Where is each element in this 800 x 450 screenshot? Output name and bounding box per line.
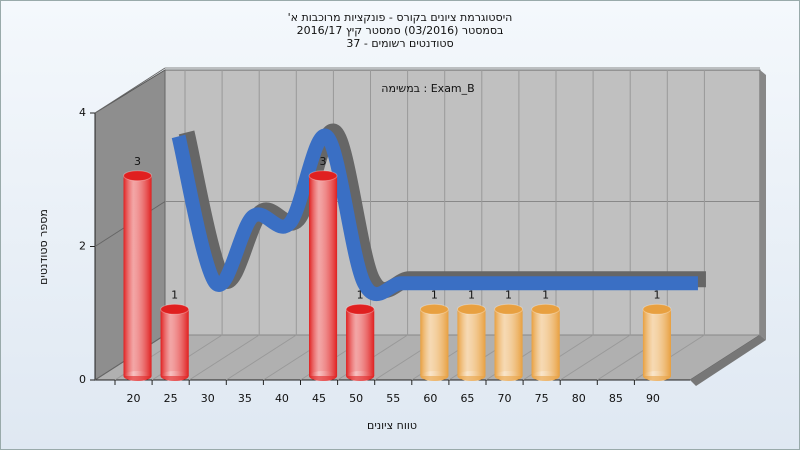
- title-line: היסטוגרמת ציונים בקורס - פונקציות מרוכבו…: [288, 11, 513, 24]
- wall-edge: [760, 70, 766, 340]
- bar: [494, 303, 524, 381]
- annotation: במשימה : Exam_B: [381, 82, 474, 95]
- x-tick-label: 50: [349, 392, 363, 405]
- bar-base: [642, 371, 671, 381]
- value-label: 1: [653, 288, 660, 301]
- bar: [642, 303, 672, 381]
- bar-shine: [420, 309, 449, 376]
- bar: [456, 303, 486, 381]
- floor-edge: [690, 335, 766, 386]
- bar-top: [456, 303, 486, 315]
- value-label: 3: [320, 155, 327, 168]
- line: [171, 128, 698, 301]
- bar-shine: [346, 309, 375, 376]
- bar: [160, 303, 190, 381]
- x-tick-label: 30: [201, 392, 215, 405]
- bar-shine: [160, 309, 189, 376]
- bar-top: [345, 303, 375, 315]
- x-tick-label: 70: [498, 392, 512, 405]
- bar-base: [494, 371, 523, 381]
- bar-top: [308, 170, 338, 182]
- bar-base: [123, 371, 152, 381]
- title-line: בסמסטר (03/2016) סמסטר קיץ 2016/17: [297, 24, 504, 37]
- grid-line: [188, 334, 260, 381]
- back-wall: [164, 69, 761, 336]
- bar-shine: [309, 175, 338, 376]
- bar: [345, 303, 375, 381]
- bar-top: [531, 303, 561, 315]
- x-tick-label: 55: [386, 392, 400, 405]
- x-tick-label: 90: [646, 392, 660, 405]
- bar-base: [457, 371, 486, 381]
- bar-shine: [494, 309, 523, 376]
- x-tick-label: 85: [609, 392, 623, 405]
- title-line: סטודנטים רשומים - 37: [346, 37, 453, 50]
- bar-base: [309, 371, 338, 381]
- x-tick-label: 40: [275, 392, 289, 405]
- x-tick-label: 60: [423, 392, 437, 405]
- bar-shine: [457, 309, 486, 376]
- grid-line: [94, 67, 166, 114]
- value-label: 1: [505, 288, 512, 301]
- value-label: 1: [431, 288, 438, 301]
- bar: [419, 303, 449, 381]
- x-tick-label: 35: [238, 392, 252, 405]
- bar: [531, 303, 561, 381]
- x-tick-label: 75: [535, 392, 549, 405]
- x-axis-label: טווח ציונים: [367, 419, 417, 432]
- bar-base: [160, 371, 189, 381]
- y-tick-label: 4: [79, 106, 86, 119]
- bar-base: [531, 371, 560, 381]
- y-tick-label: 2: [79, 240, 86, 253]
- bar-shine: [642, 309, 671, 376]
- bar: [123, 170, 153, 381]
- bar-top: [123, 170, 153, 182]
- grid-line: [226, 334, 297, 381]
- bar-shine: [531, 309, 560, 376]
- x-tick-label: 65: [460, 392, 474, 405]
- bar-shine: [123, 175, 152, 376]
- bar: [308, 170, 338, 381]
- value-label: 1: [357, 288, 364, 301]
- bar-top: [494, 303, 524, 315]
- value-label: 3: [134, 155, 141, 168]
- y-axis-label: מספר סטודנטים: [37, 209, 50, 285]
- bar-top: [419, 303, 449, 315]
- x-tick-label: 80: [572, 392, 586, 405]
- bar-base: [346, 371, 375, 381]
- bar-top: [160, 303, 190, 315]
- x-tick-label: 25: [164, 392, 178, 405]
- value-label: 1: [542, 288, 549, 301]
- grid-line: [559, 334, 631, 381]
- value-label: 1: [468, 288, 475, 301]
- bar-base: [420, 371, 449, 381]
- value-label: 1: [171, 288, 178, 301]
- x-tick-label: 20: [127, 392, 141, 405]
- y-tick-label: 0: [79, 373, 86, 386]
- x-tick-label: 45: [312, 392, 326, 405]
- bar-top: [642, 303, 672, 315]
